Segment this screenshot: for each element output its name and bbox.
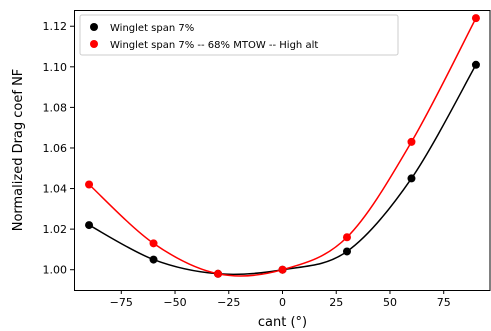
x-tick-label: −50: [163, 296, 186, 309]
series-2-point: [407, 137, 416, 146]
legend-label-1: Winglet span 7%: [110, 23, 194, 34]
series-2-point: [85, 180, 94, 189]
series-2-point: [278, 265, 287, 274]
series-1-point: [342, 247, 351, 256]
points-layer: [85, 14, 480, 278]
x-tick-label: 50: [383, 296, 397, 309]
y-tick-label: 1.08: [43, 101, 68, 114]
series-1-point: [407, 174, 416, 183]
curves-layer: [88, 17, 477, 277]
series-2-point: [471, 14, 480, 23]
series-line-2: [88, 17, 477, 277]
y-tick-label: 1.00: [43, 264, 68, 277]
legend-box: [79, 14, 399, 56]
series-line-1: [88, 64, 477, 276]
legend-marker-1: [90, 23, 98, 31]
series-2-point: [149, 239, 158, 248]
y-tick-label: 1.12: [43, 20, 68, 33]
x-axis-title: cant (°): [258, 315, 307, 330]
series-1-point: [471, 60, 480, 69]
x-tick-label: −75: [110, 296, 133, 309]
legend: Winglet span 7% Winglet span 7% -- 68% MT…: [79, 14, 399, 56]
series-1-point: [149, 255, 158, 264]
x-tick-label: 25: [329, 296, 343, 309]
y-axis-ticks: 1.00 1.02 1.04 1.06 1.08 1.10 1.12: [43, 20, 74, 277]
x-tick-label: −25: [217, 296, 240, 309]
legend-entries: Winglet span 7% Winglet span 7% -- 68% MT…: [90, 23, 318, 51]
x-tick-label: 75: [437, 296, 451, 309]
series-2-point: [342, 233, 351, 242]
series-2-point: [214, 269, 223, 278]
y-tick-label: 1.02: [43, 223, 68, 236]
y-tick-label: 1.06: [43, 142, 68, 155]
x-axis-ticks: −75 −50 −25 0 25 50 75: [110, 290, 451, 309]
legend-label-2: Winglet span 7% -- 68% MTOW -- High alt: [110, 40, 318, 51]
x-tick-label: 0: [279, 296, 286, 309]
series-1-point: [85, 221, 94, 230]
y-tick-label: 1.04: [43, 183, 68, 196]
legend-marker-2: [90, 40, 98, 48]
y-tick-label: 1.10: [43, 61, 68, 74]
y-axis-title: Normalized Drag coef NF: [11, 69, 26, 232]
